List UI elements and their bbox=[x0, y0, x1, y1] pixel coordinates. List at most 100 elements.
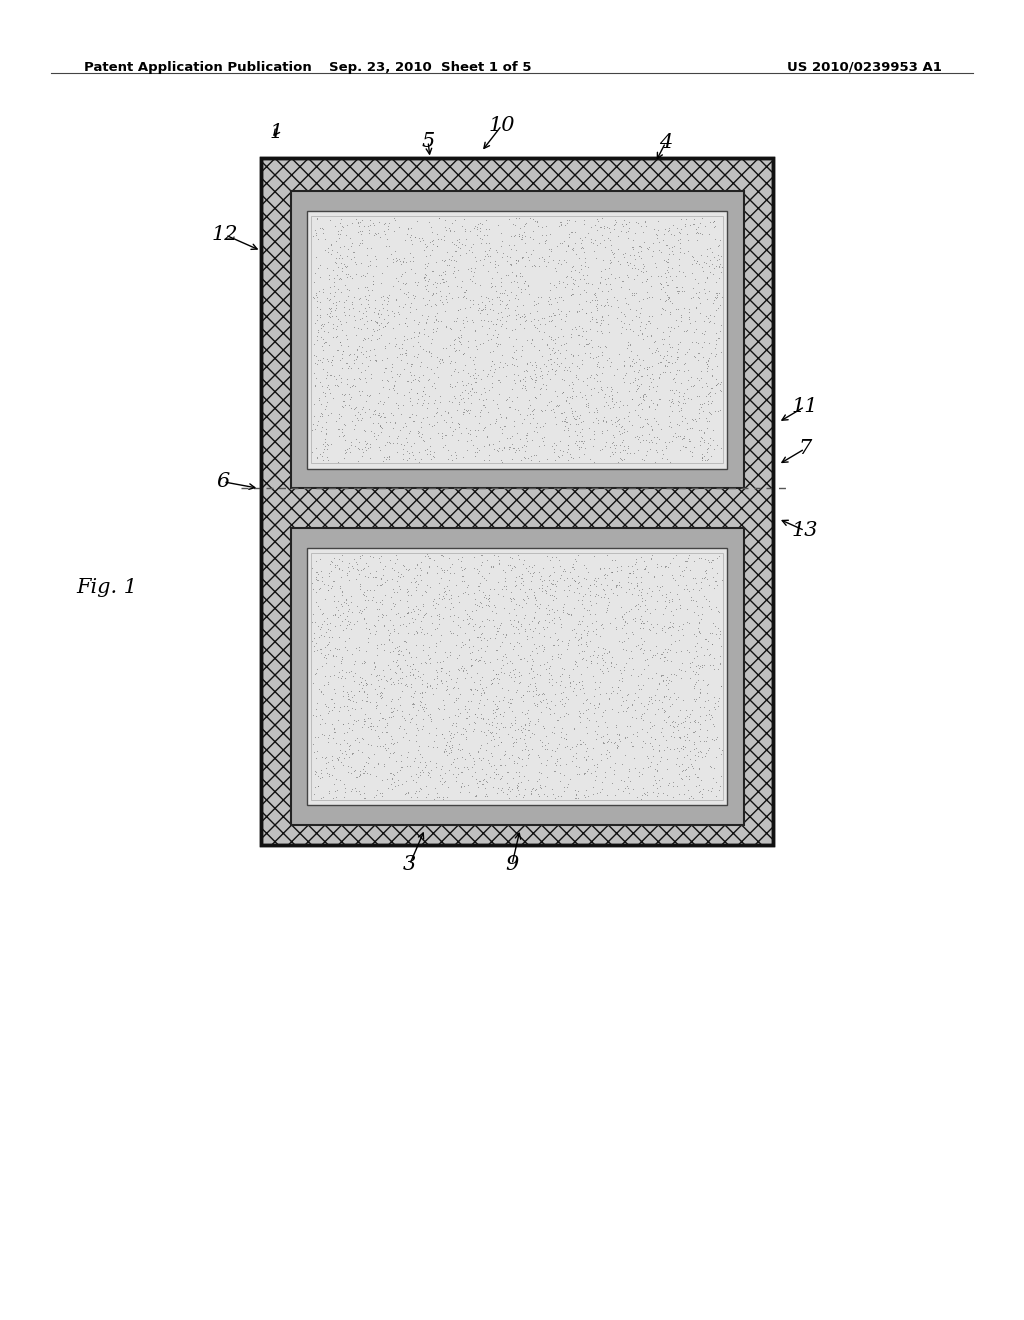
Point bbox=[434, 292, 451, 313]
Point bbox=[515, 607, 531, 628]
Point bbox=[567, 269, 584, 290]
Point bbox=[314, 787, 331, 808]
Point bbox=[577, 242, 593, 263]
Point bbox=[600, 227, 616, 248]
Point bbox=[690, 286, 707, 308]
Point bbox=[452, 684, 468, 705]
Point bbox=[535, 682, 551, 704]
Point bbox=[357, 672, 374, 693]
Point bbox=[512, 346, 528, 367]
Point bbox=[713, 437, 729, 458]
Point bbox=[334, 358, 350, 379]
Point bbox=[442, 730, 459, 751]
Point bbox=[660, 351, 677, 372]
Point bbox=[357, 787, 374, 808]
Point bbox=[506, 363, 522, 384]
Point bbox=[519, 702, 536, 723]
Point bbox=[708, 228, 724, 249]
Point bbox=[402, 602, 419, 623]
Point bbox=[416, 376, 432, 397]
Point bbox=[450, 429, 466, 450]
Point bbox=[527, 684, 544, 705]
Point bbox=[450, 668, 466, 689]
Point bbox=[660, 389, 677, 411]
Point bbox=[397, 675, 414, 696]
Point bbox=[502, 438, 518, 459]
Point bbox=[602, 746, 618, 767]
Point bbox=[555, 599, 571, 620]
Point bbox=[549, 298, 565, 319]
Point bbox=[633, 215, 649, 236]
Point bbox=[381, 236, 397, 257]
Point bbox=[635, 253, 651, 275]
Point bbox=[441, 723, 458, 744]
Point bbox=[397, 412, 414, 433]
Point bbox=[539, 651, 555, 672]
Point bbox=[344, 743, 360, 764]
Point bbox=[470, 294, 486, 315]
Point bbox=[654, 642, 671, 663]
Point bbox=[391, 314, 408, 335]
Point bbox=[499, 783, 515, 804]
Point bbox=[657, 251, 674, 272]
Point bbox=[362, 715, 379, 737]
Point bbox=[442, 407, 459, 428]
Point bbox=[419, 309, 435, 330]
Point bbox=[620, 612, 636, 634]
Point bbox=[381, 447, 397, 469]
Point bbox=[631, 348, 647, 370]
Point bbox=[379, 300, 395, 321]
Text: 6: 6 bbox=[217, 473, 229, 491]
Point bbox=[568, 318, 585, 339]
Point bbox=[625, 659, 641, 680]
Point bbox=[368, 429, 384, 450]
Point bbox=[309, 741, 326, 762]
Point bbox=[362, 663, 379, 684]
Point bbox=[394, 297, 411, 318]
Point bbox=[647, 770, 664, 791]
Point bbox=[545, 329, 561, 350]
Point bbox=[411, 425, 427, 446]
Point bbox=[637, 318, 653, 339]
Point bbox=[714, 569, 730, 590]
Point bbox=[339, 696, 355, 717]
Point bbox=[447, 713, 464, 734]
Point bbox=[383, 360, 399, 381]
Point bbox=[612, 322, 629, 343]
Point bbox=[391, 715, 408, 737]
Point bbox=[431, 605, 447, 626]
Text: Fig. 1: Fig. 1 bbox=[77, 578, 138, 597]
Point bbox=[323, 243, 339, 264]
Point bbox=[560, 576, 577, 597]
Point bbox=[454, 560, 470, 581]
Point bbox=[527, 779, 544, 800]
Point bbox=[636, 659, 652, 680]
Point bbox=[313, 351, 330, 372]
Point bbox=[556, 558, 572, 579]
Point bbox=[593, 743, 609, 764]
Point bbox=[507, 372, 523, 393]
Point bbox=[610, 725, 627, 746]
Point bbox=[472, 704, 488, 725]
Point bbox=[709, 368, 725, 389]
Point bbox=[432, 631, 449, 652]
Point bbox=[466, 352, 482, 374]
Point bbox=[566, 420, 583, 441]
Point bbox=[510, 610, 526, 631]
Point bbox=[393, 265, 410, 286]
Point bbox=[708, 300, 724, 321]
Point bbox=[459, 603, 475, 624]
Point bbox=[488, 639, 505, 660]
Point bbox=[495, 777, 511, 799]
Point bbox=[374, 370, 390, 391]
Point bbox=[337, 781, 353, 803]
Point bbox=[421, 636, 437, 657]
Point bbox=[699, 358, 716, 379]
Point bbox=[317, 411, 334, 432]
Point bbox=[402, 661, 419, 682]
Point bbox=[354, 667, 371, 688]
Point bbox=[664, 430, 680, 451]
Point bbox=[629, 572, 645, 593]
Point bbox=[429, 412, 445, 433]
Point bbox=[360, 618, 377, 639]
